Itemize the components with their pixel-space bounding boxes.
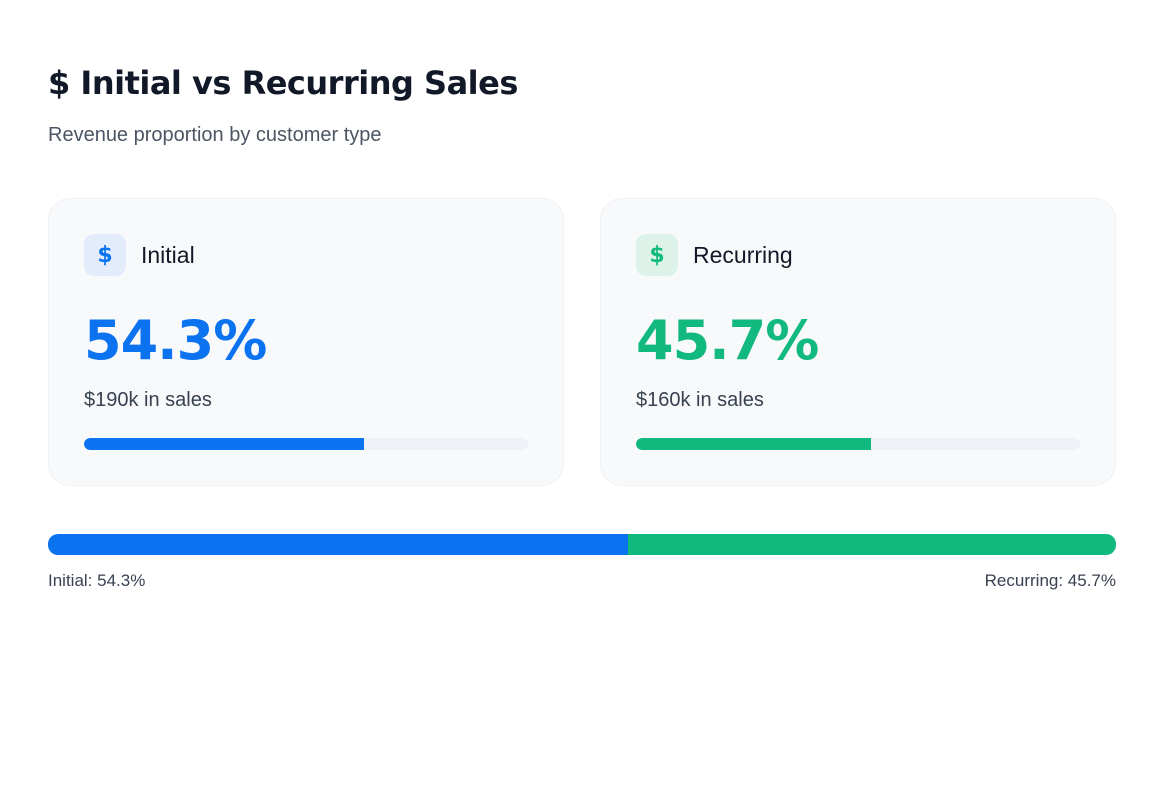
- split-label-recurring: Recurring: 45.7%: [984, 571, 1116, 590]
- initial-card-label: Initial: [141, 242, 195, 268]
- page-subtitle: Revenue proportion by customer type: [48, 124, 382, 146]
- page-title: $ Initial vs Recurring Sales: [48, 64, 518, 102]
- recurring-card-sales: $160k in sales: [636, 389, 764, 411]
- recurring-card-label: Recurring: [693, 242, 793, 268]
- split-label-initial: Initial: 54.3%: [48, 571, 146, 590]
- initial-card-percent: 54.3%: [84, 309, 267, 372]
- initial-progress-track: [84, 438, 528, 450]
- recurring-card: $ Recurring 45.7% $160k in sales: [600, 198, 1116, 486]
- split-bar-initial-segment: [48, 534, 628, 555]
- initial-card-sales: $190k in sales: [84, 389, 212, 411]
- initial-progress-fill: [84, 438, 364, 450]
- dollar-icon: $: [636, 234, 678, 276]
- split-bar-recurring-segment: [627, 534, 1116, 555]
- recurring-progress-track: [636, 438, 1080, 450]
- recurring-card-percent: 45.7%: [636, 309, 819, 372]
- recurring-progress-fill: [636, 438, 872, 450]
- dollar-icon: $: [84, 234, 126, 276]
- split-bar: [48, 534, 1116, 555]
- initial-card: $ Initial 54.3% $190k in sales: [48, 198, 564, 486]
